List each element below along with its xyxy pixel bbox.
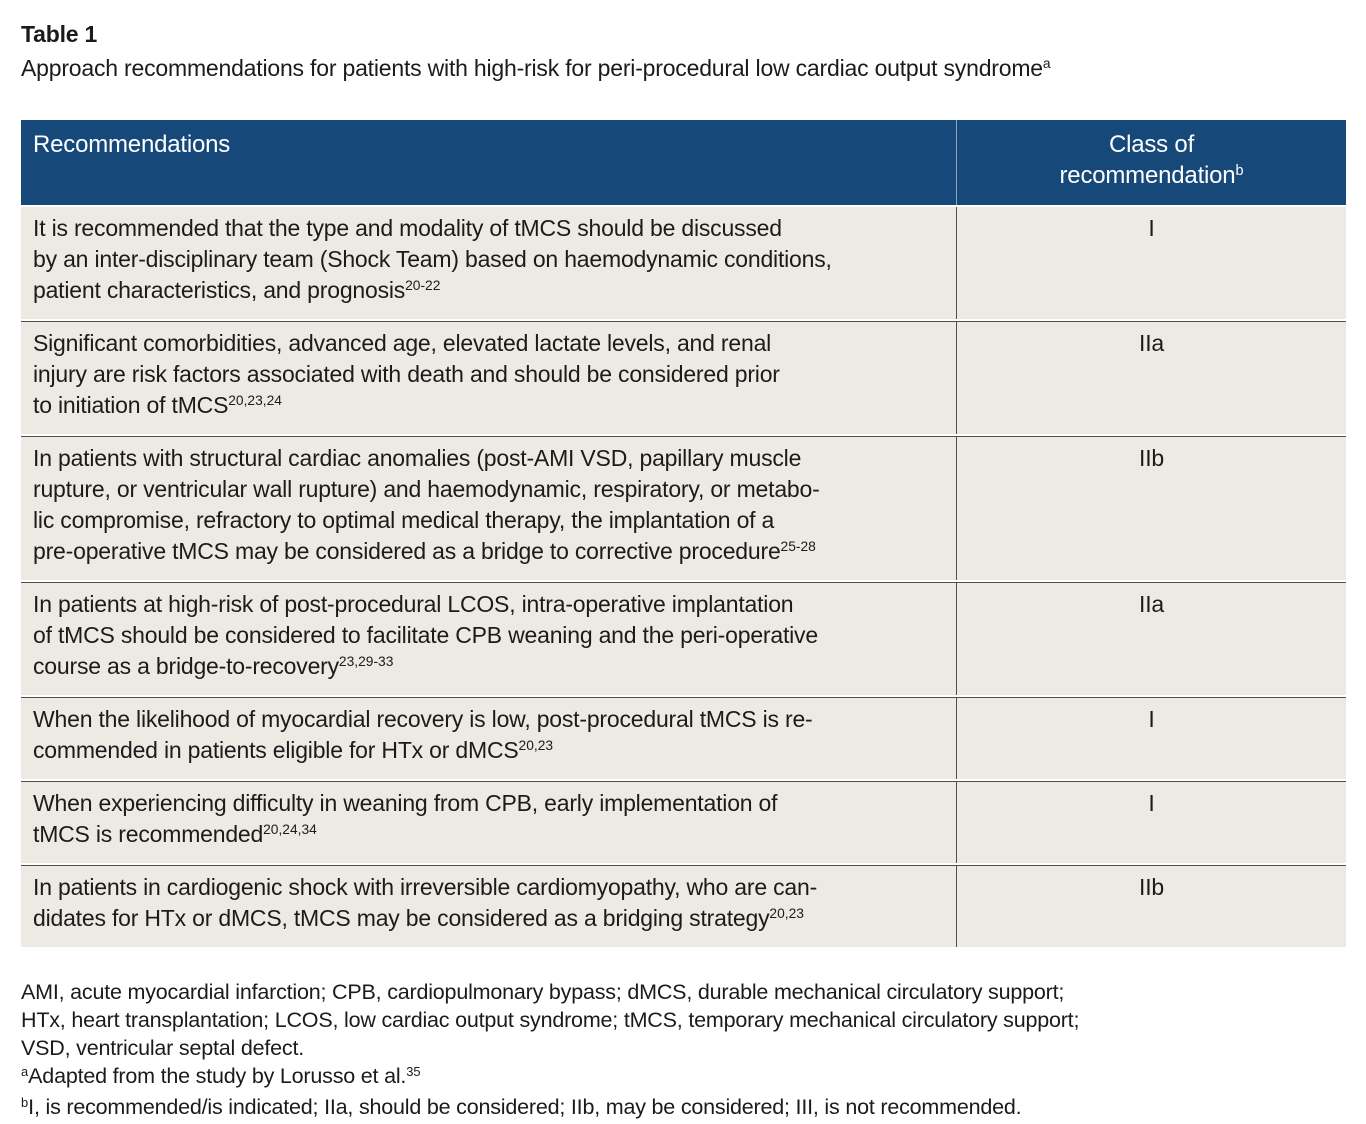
table-label: Table 1: [21, 21, 98, 47]
citation-refs: 20,23,24: [228, 393, 282, 409]
recommendation-class: IIa: [956, 583, 1346, 695]
citation-refs: 25-28: [780, 539, 816, 555]
footnote-b: bI, is recommended/is indicated; IIa, sh…: [21, 1094, 1022, 1119]
table-caption: Approach recommendations for patients wi…: [21, 53, 1345, 87]
table-footnotes: AMI, acute myocardial infarction; CPB, c…: [21, 978, 1345, 1124]
recommendation-class: I: [956, 698, 1346, 779]
header-col2-line2: recommendation: [1059, 162, 1236, 189]
table-row: In patients with structural cardiac anom…: [21, 436, 1346, 580]
citation-refs: 23,29-33: [338, 654, 394, 670]
recommendation-text: When the likelihood of myocardial recove…: [33, 706, 813, 763]
citation-refs: 20,24,34: [263, 822, 317, 838]
footnote-a-marker: a: [21, 1063, 29, 1079]
recommendation-class: IIb: [956, 866, 1346, 947]
recommendation-text: It is recommended that the type and moda…: [33, 215, 832, 303]
table-row: In patients at high-risk of post-procedu…: [21, 582, 1346, 695]
footnote-a: aAdapted from the study by Lorusso et al…: [21, 1063, 421, 1088]
citation-refs: 20,23: [769, 906, 804, 922]
recommendation-text: When experiencing difficulty in weaning …: [33, 790, 778, 847]
recommendation-text: In patients at high-risk of post-procedu…: [33, 591, 818, 679]
caption-text: Approach recommendations for patients wi…: [21, 55, 1043, 81]
citation-refs: 20-22: [405, 278, 441, 294]
header-class-of-recommendation: Class of recommendationb: [956, 120, 1346, 205]
table-row: In patients in cardiogenic shock with ir…: [21, 865, 1346, 947]
table-row: Significant comorbidities, advanced age,…: [21, 321, 1346, 434]
recommendation-class: I: [956, 782, 1346, 863]
recommendations-table: Recommendations Class of recommendationb …: [21, 120, 1346, 947]
header-footnote-marker: b: [1235, 163, 1244, 180]
abbreviations-note: AMI, acute myocardial infarction; CPB, c…: [21, 980, 1080, 1060]
table-header-row: Recommendations Class of recommendationb: [21, 120, 1346, 205]
recommendation-class: IIb: [956, 437, 1346, 580]
recommendation-text: Significant comorbidities, advanced age,…: [33, 330, 780, 418]
recommendation-text: In patients with structural cardiac anom…: [33, 445, 820, 564]
caption-footnote-marker: a: [1042, 56, 1051, 72]
footnote-b-marker: b: [21, 1094, 29, 1110]
citation-refs: 20,23: [518, 738, 554, 754]
table-row: When experiencing difficulty in weaning …: [21, 781, 1346, 863]
table-row: It is recommended that the type and moda…: [21, 207, 1346, 319]
footnote-a-citation: 35: [406, 1063, 421, 1079]
header-recommendations: Recommendations: [33, 131, 231, 158]
recommendation-class: I: [956, 207, 1346, 319]
table-row: When the likelihood of myocardial recove…: [21, 697, 1346, 779]
recommendation-class: IIa: [956, 322, 1346, 434]
recommendation-text: In patients in cardiogenic shock with ir…: [33, 874, 818, 931]
header-col2-line1: Class of: [1108, 131, 1195, 158]
